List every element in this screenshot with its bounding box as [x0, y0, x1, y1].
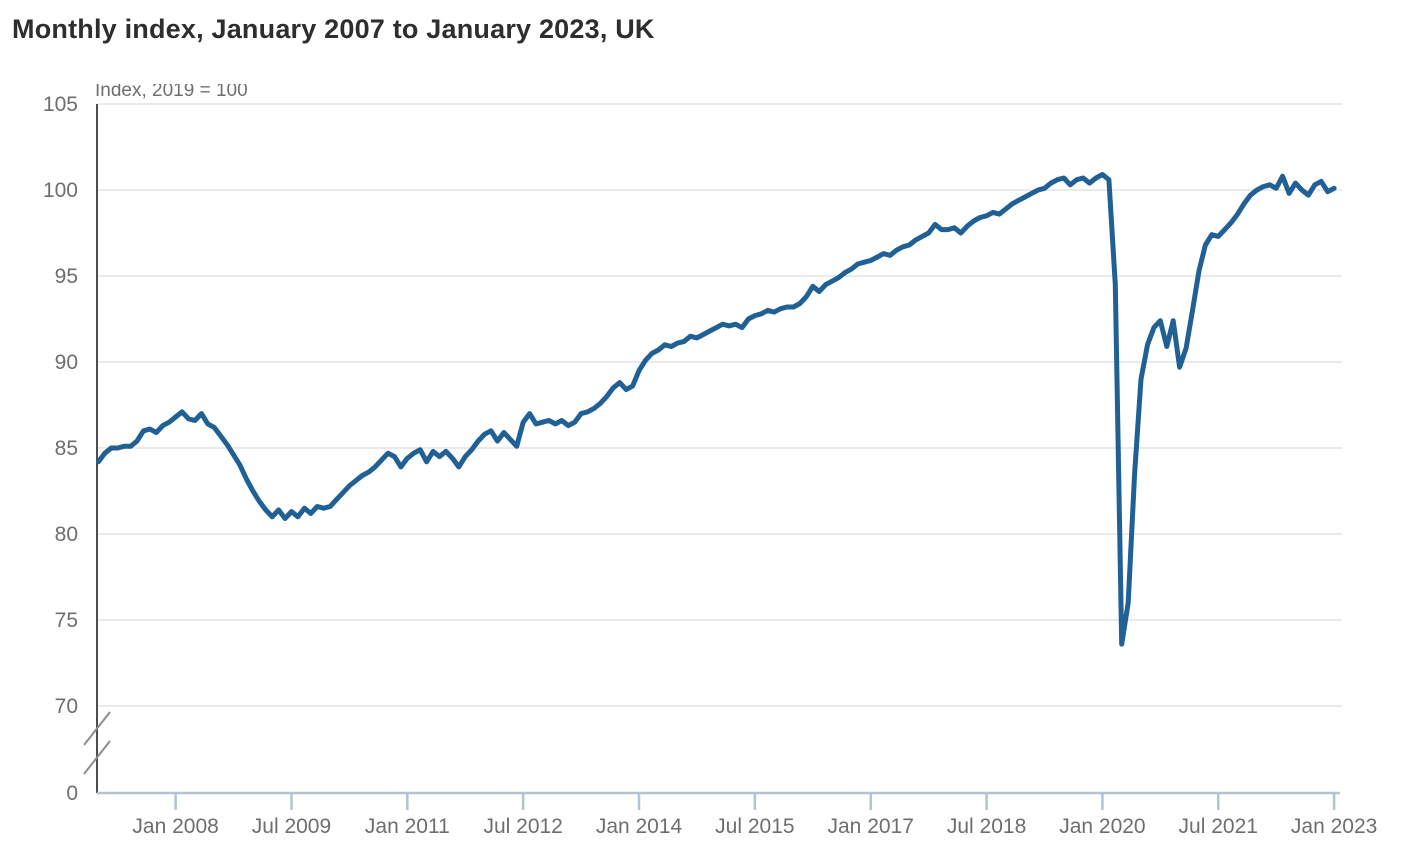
chart-subtitle: Index, 2019 = 100 [95, 84, 248, 101]
y-tick-label: 80 [55, 523, 78, 546]
y-tick-label: 85 [55, 437, 78, 460]
y-tick-label: 90 [55, 351, 78, 374]
x-tick-label: Jan 2008 [132, 815, 218, 838]
y-tick-label: 105 [43, 93, 78, 116]
y-tick-label: 95 [55, 265, 78, 288]
axis-break-icon [83, 711, 111, 746]
chart-title: Monthly index, January 2007 to January 2… [12, 14, 655, 44]
x-tick-label: Jan 2011 [365, 815, 450, 838]
x-tick-label: Jan 2020 [1059, 815, 1145, 838]
x-tick-label: Jan 2023 [1291, 815, 1377, 838]
chart-subtitle-wrap: Index, 2019 = 100 [95, 84, 248, 103]
x-tick-label: Jul 2018 [947, 815, 1026, 838]
x-tick-label: Jul 2012 [483, 815, 562, 838]
x-tick-label: Jul 2021 [1179, 815, 1258, 838]
x-tick-label: Jul 2015 [715, 815, 794, 838]
y-tick-label: 75 [55, 609, 78, 632]
y-tick-label: 0 [66, 782, 78, 805]
y-tick-label: 100 [43, 179, 78, 202]
x-tick-label: Jan 2014 [596, 815, 683, 838]
data-line [95, 172, 1337, 647]
y-tick-label: 70 [55, 695, 78, 718]
axis-break-icon [83, 740, 111, 775]
x-tick-label: Jan 2017 [828, 815, 914, 838]
x-tick-label: Jul 2009 [252, 815, 331, 838]
